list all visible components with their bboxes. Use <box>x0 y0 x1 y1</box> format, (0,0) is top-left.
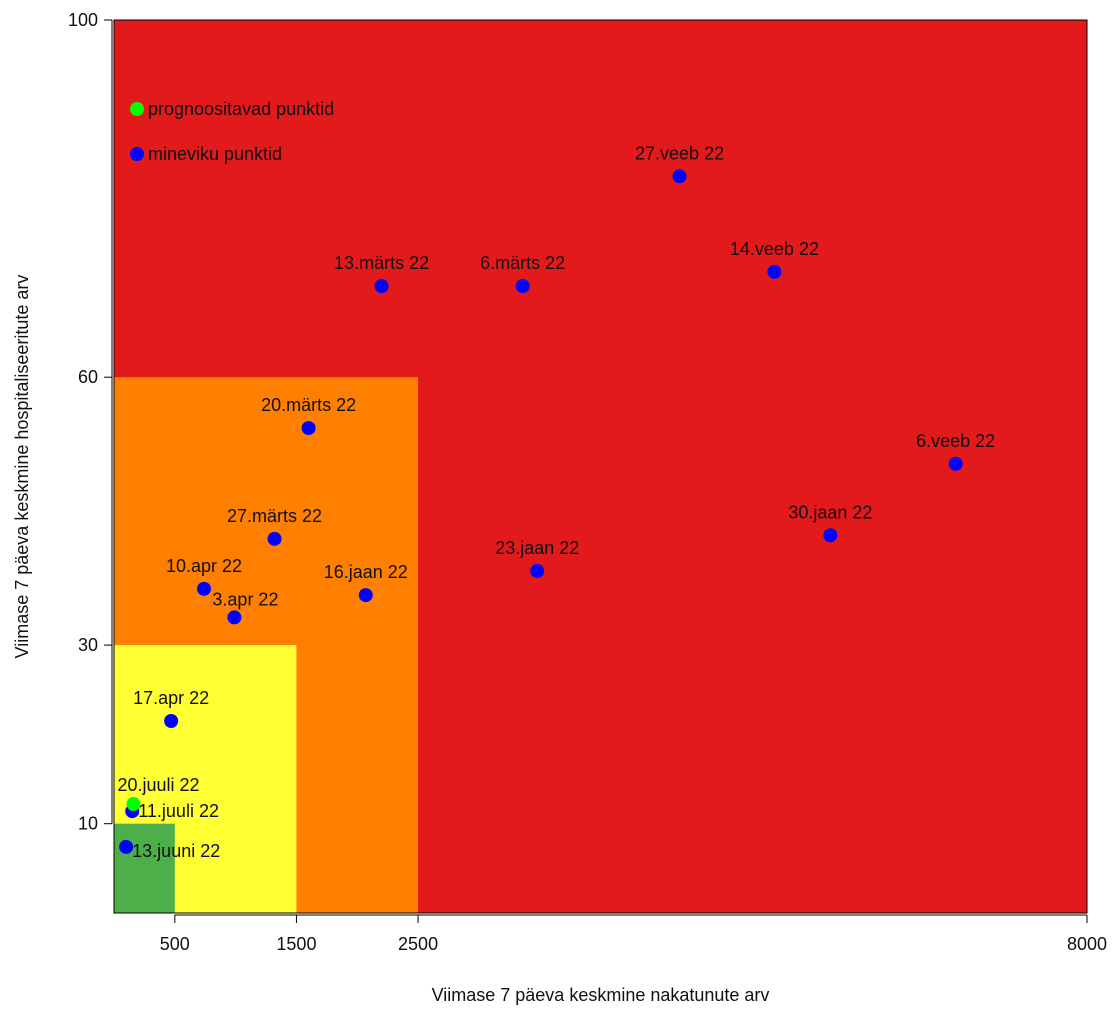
point-27-veeb-22 <box>672 169 687 184</box>
point-label: 20.märts 22 <box>261 395 356 415</box>
x-tick-label: 500 <box>160 934 190 954</box>
point-label: 20.juuli 22 <box>117 775 199 795</box>
plot-frame <box>113 19 1088 914</box>
point-3-apr-22 <box>227 610 242 625</box>
point-20-märts-22 <box>301 421 316 436</box>
legend-marker <box>130 102 144 116</box>
point-label: 14.veeb 22 <box>730 239 819 259</box>
point-6-veeb-22 <box>948 456 963 471</box>
y-tick-label: 30 <box>78 635 98 655</box>
point-label: 13.juuni 22 <box>132 841 220 861</box>
point-label: 10.apr 22 <box>166 556 242 576</box>
y-tick-label: 10 <box>78 814 98 834</box>
point-label: 16.jaan 22 <box>324 562 408 582</box>
point-10-apr-22 <box>197 581 212 596</box>
point-13-juuni-22 <box>119 839 134 854</box>
y-axis-title: Viimase 7 päeva keskmine hospitaliseerit… <box>12 275 32 659</box>
data-points: 27.veeb 22 14.veeb 22 13.märts 22 6.märts 2… <box>117 143 995 861</box>
x-tick-label: 1500 <box>276 934 316 954</box>
y-axis: 10 30 60 100 <box>68 10 113 834</box>
point-label: 27.märts 22 <box>227 506 322 526</box>
point-16-jaan-22 <box>358 588 373 603</box>
y-tick-label: 60 <box>78 367 98 387</box>
point-23-jaan-22 <box>530 563 545 578</box>
point-label: 30.jaan 22 <box>788 502 872 522</box>
zone-green <box>114 823 175 913</box>
point-label: 6.märts 22 <box>480 253 565 273</box>
legend-entry: mineviku punktid <box>148 144 282 164</box>
point-14-veeb-22 <box>767 264 782 279</box>
point-label: 6.veeb 22 <box>916 431 995 451</box>
point-label: 27.veeb 22 <box>635 143 724 163</box>
x-tick-label: 8000 <box>1067 934 1107 954</box>
x-axis-title: Viimase 7 päeva keskmine nakatunute arv <box>432 985 770 1005</box>
legend-entry: prognoositavad punktid <box>148 99 334 119</box>
point-label: 23.jaan 22 <box>495 538 579 558</box>
point-20-juuli-22 <box>126 797 141 812</box>
point-label: 13.märts 22 <box>334 253 429 273</box>
point-13-märts-22 <box>374 279 389 294</box>
risk-zones <box>114 20 1087 913</box>
y-tick-label: 100 <box>68 10 98 30</box>
x-tick-label: 2500 <box>398 934 438 954</box>
legend: prognoositavad punktid mineviku punktid <box>130 99 334 164</box>
point-30-jaan-22 <box>823 528 838 543</box>
point-label: 11.juuli 22 <box>138 801 219 821</box>
legend-marker <box>130 147 144 161</box>
point-17-apr-22 <box>164 714 179 729</box>
x-axis: 500 1500 2500 8000 <box>160 914 1107 954</box>
point-label: 17.apr 22 <box>133 688 209 708</box>
point-label: 3.apr 22 <box>212 589 278 609</box>
point-27-märts-22 <box>267 531 282 546</box>
point-6-märts-22 <box>515 279 530 294</box>
